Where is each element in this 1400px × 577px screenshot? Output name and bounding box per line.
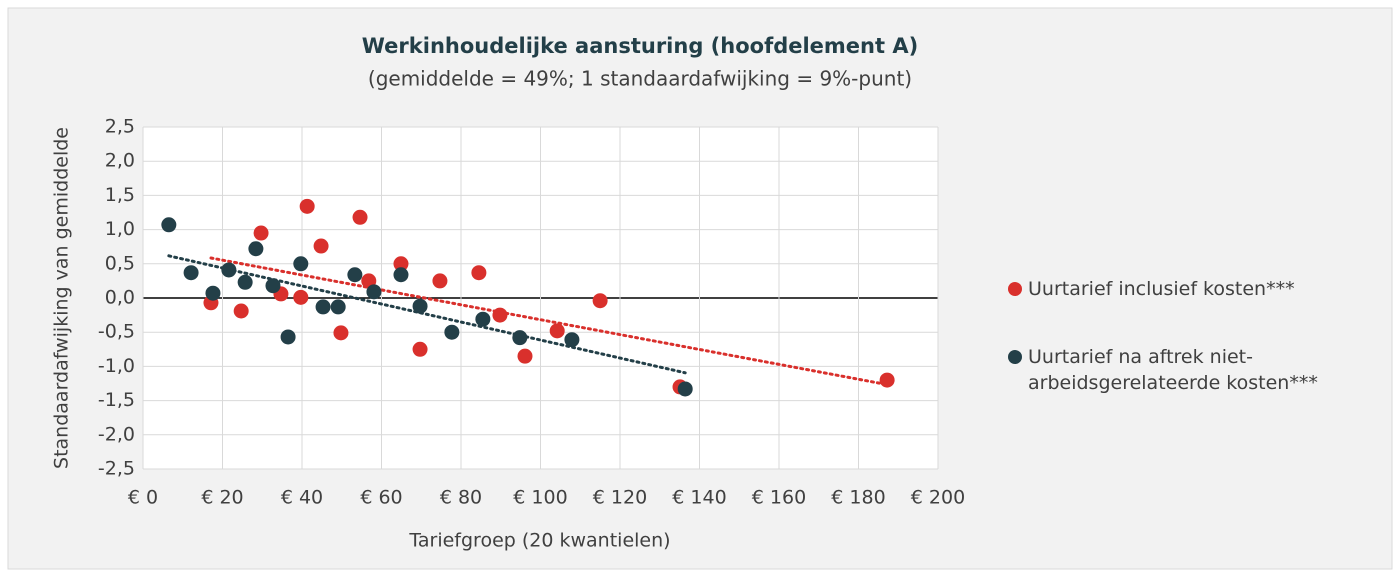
y-tick-label: 0,0	[105, 287, 135, 309]
data-point	[879, 372, 895, 388]
x-tick-label: € 200	[911, 487, 965, 509]
x-tick-label: € 100	[513, 487, 567, 509]
x-tick-label: € 160	[752, 487, 806, 509]
y-tick-label: -2,0	[98, 423, 135, 445]
data-point	[592, 293, 608, 309]
y-tick-label: 0,5	[105, 252, 135, 274]
data-point	[299, 198, 315, 214]
x-tick-label: € 40	[281, 487, 323, 509]
y-tick-label: -2,5	[98, 458, 135, 480]
data-point	[333, 325, 349, 341]
y-tick-label: -0,5	[98, 321, 135, 343]
y-tick-label: -1,0	[98, 355, 135, 377]
y-tick-label: -1,5	[98, 389, 135, 411]
legend-marker	[1008, 350, 1022, 364]
data-point	[265, 278, 281, 294]
legend-item: Uurtarief inclusief kosten***	[1008, 276, 1338, 302]
legend-label: Uurtarief inclusief kosten***	[1028, 278, 1295, 300]
data-point	[330, 299, 346, 315]
data-point	[432, 273, 448, 289]
data-point	[161, 217, 177, 233]
data-point	[233, 303, 249, 319]
x-tick-label: € 140	[672, 487, 726, 509]
legend-item: Uurtarief na aftrek niet-arbeidsgerelate…	[1008, 344, 1338, 396]
x-tick-label: € 180	[831, 487, 885, 509]
data-point	[549, 323, 565, 339]
data-point	[412, 298, 428, 314]
chart-subtitle: (gemiddelde = 49%; 1 standaardafwijking …	[368, 67, 912, 91]
data-point	[444, 324, 460, 340]
trendline	[209, 256, 889, 387]
x-tick-label: € 60	[360, 487, 402, 509]
y-axis-label: Standaardafwijking van gemiddelde	[51, 127, 73, 469]
legend-marker	[1008, 282, 1022, 296]
data-point	[412, 341, 428, 357]
x-axis-label: Tariefgroep (20 kwantielen)	[408, 530, 670, 552]
y-tick-label: 2,0	[105, 150, 135, 172]
data-point	[315, 299, 331, 315]
y-tick-label: 1,0	[105, 218, 135, 240]
data-point	[293, 256, 309, 272]
data-point	[352, 209, 368, 225]
data-point	[221, 262, 237, 278]
data-point	[471, 265, 487, 281]
data-point	[293, 289, 309, 305]
x-tick-label: € 0	[128, 487, 158, 509]
x-tick-label: € 20	[201, 487, 243, 509]
data-point	[313, 238, 329, 254]
data-point	[393, 267, 409, 283]
data-point	[366, 284, 382, 300]
data-point	[475, 311, 491, 327]
data-point	[237, 274, 253, 290]
data-point	[492, 307, 508, 323]
trendline	[167, 254, 687, 375]
data-point	[183, 265, 199, 281]
data-point	[564, 332, 580, 348]
data-point	[248, 241, 264, 257]
y-tick-label: 2,5	[105, 116, 135, 138]
data-point	[280, 329, 296, 345]
data-point	[512, 330, 528, 346]
data-point	[347, 267, 363, 283]
chart-title: Werkinhoudelijke aansturing (hoofdelemen…	[362, 34, 918, 58]
data-point	[253, 225, 269, 241]
data-point	[677, 381, 693, 397]
data-point	[205, 285, 221, 301]
x-tick-label: € 80	[440, 487, 482, 509]
x-tick-label: € 120	[593, 487, 647, 509]
data-point	[517, 348, 533, 364]
legend-label: Uurtarief na aftrek niet-arbeidsgerelate…	[1028, 346, 1318, 394]
y-tick-label: 1,5	[105, 184, 135, 206]
data-point	[393, 256, 409, 272]
